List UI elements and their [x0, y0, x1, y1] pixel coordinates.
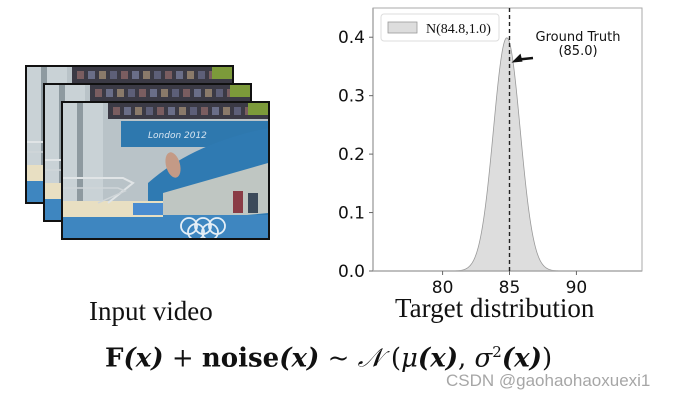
formula-arg: (x) — [279, 343, 320, 374]
formula-noise: noise — [201, 343, 280, 374]
formula-normal: 𝒩 — [357, 343, 383, 374]
annotation-value: (85.0) — [558, 44, 597, 59]
formula-arg: (x) — [501, 343, 542, 374]
formula-sim: ~ — [319, 343, 358, 374]
formula-comma: , — [458, 343, 475, 374]
x-tick-label: 85 — [499, 278, 521, 298]
formula: F(x) + noise(x) ~ 𝒩 (μ(x), σ2(x)) — [105, 343, 552, 375]
formula-arg: (x) — [123, 343, 164, 374]
distribution-area — [373, 37, 642, 272]
y-tick-label: 0.2 — [338, 145, 365, 165]
legend: N(84.8,1.0) — [380, 13, 500, 42]
x-tick-label: 90 — [566, 278, 588, 298]
formula-paren: ( — [382, 343, 401, 374]
formula-paren: ) — [541, 343, 553, 374]
svg-text:London 2012: London 2012 — [148, 131, 207, 141]
input-video-caption: Input video — [89, 296, 213, 326]
legend-label: N(84.8,1.0) — [426, 22, 491, 37]
formula-mu: μ — [401, 343, 418, 374]
formula-arg: (x) — [417, 343, 459, 374]
target-distribution-caption: Target distribution — [395, 293, 595, 323]
watermark: CSDN @gaohaohaoxuexi1 — [446, 371, 651, 390]
formula-plus: + — [163, 343, 202, 374]
annotation-label: Ground Truth — [536, 30, 621, 45]
arrow-icon — [511, 53, 534, 63]
y-tick-label: 0.0 — [338, 262, 365, 282]
y-tick-label: 0.4 — [338, 28, 365, 48]
formula-sigma: σ — [474, 343, 493, 374]
y-tick-label: 0.1 — [338, 204, 365, 224]
formula-square: 2 — [492, 343, 502, 361]
legend-swatch — [387, 21, 418, 34]
y-tick-label: 0.3 — [338, 87, 365, 107]
x-tick-label: 80 — [432, 278, 454, 298]
video-frame-3: London 2012 — [61, 101, 270, 240]
formula-F: F — [105, 343, 124, 374]
